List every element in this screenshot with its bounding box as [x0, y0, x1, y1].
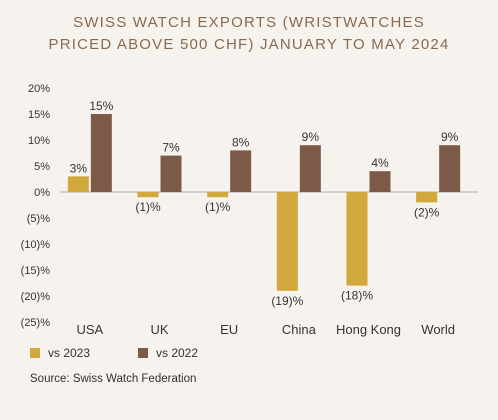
legend-swatch-vs-2022 — [138, 348, 148, 358]
bar — [67, 176, 89, 192]
data-label: (19)% — [271, 294, 303, 308]
bar — [276, 192, 298, 291]
data-label: 3% — [70, 161, 88, 175]
chart-title-line-1: SWISS WATCH EXPORTS (WRISTWATCHES — [73, 14, 425, 31]
y-tick-label: (15)% — [21, 265, 51, 277]
bar — [160, 155, 182, 192]
x-tick-label: USA — [76, 322, 103, 337]
bar — [439, 145, 461, 192]
legend-label-vs-2023: vs 2023 — [48, 346, 91, 360]
data-label: 4% — [371, 156, 389, 170]
legend-item-vs-2023: vs 2023 — [30, 346, 90, 360]
bar — [416, 192, 438, 203]
data-label: 15% — [89, 99, 113, 113]
legend-label-vs-2022: vs 2022 — [156, 346, 199, 360]
y-tick-label: 15% — [28, 109, 50, 121]
data-label: (2)% — [414, 205, 440, 219]
y-tick-label: 20% — [28, 83, 50, 95]
bar — [369, 171, 391, 192]
bar — [346, 192, 368, 286]
data-label: 9% — [302, 130, 320, 144]
data-label: (1)% — [205, 200, 231, 214]
bar — [90, 114, 112, 192]
bar — [299, 145, 321, 192]
source-note: Source: Swiss Watch Federation — [30, 373, 197, 385]
y-tick-label: (25)% — [21, 317, 51, 329]
y-tick-label: (5)% — [27, 213, 50, 225]
bar — [137, 192, 159, 198]
data-label: (1)% — [135, 200, 161, 214]
data-label: 7% — [162, 141, 180, 155]
chart-title-line-2: PRICED ABOVE 500 CHF) JANUARY TO MAY 202… — [48, 36, 450, 53]
y-tick-label: 0% — [34, 187, 50, 199]
y-tick-label: 10% — [28, 135, 50, 147]
x-tick-label: Hong Kong — [336, 322, 401, 337]
x-tick-label: UK — [150, 322, 168, 337]
y-tick-label: (20)% — [21, 291, 51, 303]
x-tick-label: World — [421, 322, 455, 337]
data-label: 8% — [232, 135, 250, 149]
x-tick-label: EU — [220, 322, 238, 337]
data-label: (18)% — [341, 289, 373, 303]
legend-item-vs-2022: vs 2022 — [138, 346, 198, 360]
bar — [207, 192, 229, 198]
bar — [230, 150, 252, 192]
y-tick-label: 5% — [34, 161, 50, 173]
legend-swatch-vs-2023 — [30, 348, 40, 358]
data-label: 9% — [441, 130, 459, 144]
chart-title: SWISS WATCH EXPORTS (WRISTWATCHES PRICED… — [0, 12, 498, 56]
y-tick-label: (10)% — [21, 239, 51, 251]
x-tick-label: China — [282, 322, 317, 337]
